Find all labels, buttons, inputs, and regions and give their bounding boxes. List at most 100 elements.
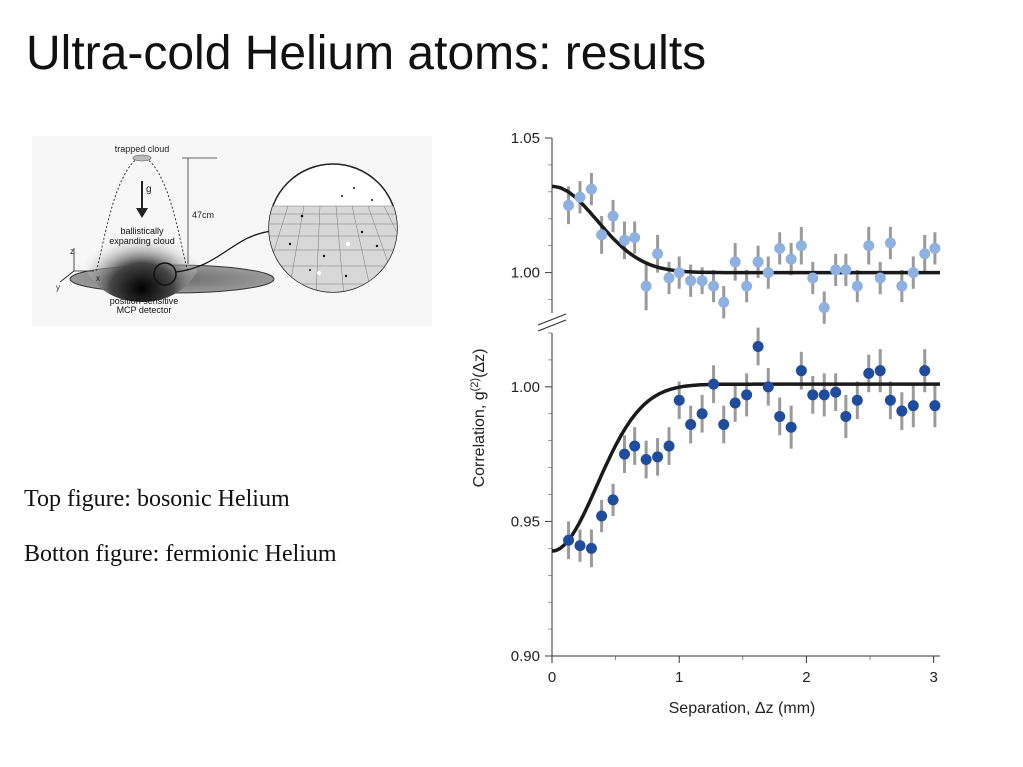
bosonic-data-point xyxy=(851,280,863,292)
axis-z-label: z xyxy=(70,247,74,256)
fermionic-data-point xyxy=(785,421,797,433)
fermionic-data-point xyxy=(574,540,586,552)
x-axis-label: Separation, Δz (mm) xyxy=(669,700,816,717)
bosonic-fit-curve xyxy=(552,184,940,275)
fall-path xyxy=(95,157,189,272)
zoom-region-circle xyxy=(153,262,177,286)
axis-y-line xyxy=(59,270,75,283)
bosonic-data-point xyxy=(729,256,741,268)
fermionic-data-point xyxy=(896,405,908,417)
fermionic-data-point xyxy=(718,419,730,431)
bosonic-ytick-label: 1.00 xyxy=(511,265,540,282)
bosonic-data-point xyxy=(652,248,664,260)
bosonic-data-point xyxy=(818,302,830,314)
fermionic-data-point xyxy=(863,367,875,379)
fermionic-ytick-label: 0.90 xyxy=(511,648,540,665)
fermionic-data-point xyxy=(629,440,641,452)
bosonic-data-point xyxy=(629,232,641,244)
detector-label-line1: position sensitive xyxy=(110,296,179,306)
fermionic-data-point xyxy=(907,400,919,412)
fermionic-data-point xyxy=(652,451,664,463)
bosonic-panel: 1.05 1.00 xyxy=(511,130,941,324)
fermionic-data-point xyxy=(807,389,819,401)
correlation-chart: 1.05 1.00 1.00 0.95 0.90 0 1 2 3 Correlation, … xyxy=(469,130,941,717)
bosonic-data-point xyxy=(563,199,575,211)
bosonic-data-point xyxy=(663,272,675,284)
bosonic-data-point xyxy=(795,240,807,252)
xtick-label: 3 xyxy=(929,669,937,686)
fermionic-data-point xyxy=(619,448,631,460)
expanding-cloud xyxy=(84,210,200,302)
gravity-label: g xyxy=(146,184,152,195)
bosonic-data-point xyxy=(830,264,842,276)
bosonic-data-point xyxy=(708,280,720,292)
bosonic-data-point xyxy=(896,280,908,292)
fermionic-data-point xyxy=(840,410,852,422)
bosonic-data-point xyxy=(929,242,941,254)
setup-diagram: trapped cloud g ballistically expanding … xyxy=(32,136,432,326)
bosonic-data-point xyxy=(774,242,786,254)
axis-break-mark xyxy=(537,313,567,332)
fermionic-data-point xyxy=(874,365,886,377)
xtick-label: 2 xyxy=(802,669,810,686)
bosonic-data-point xyxy=(585,183,597,195)
fermionic-ytick-label: 1.00 xyxy=(511,379,540,396)
axis-x-label: x xyxy=(96,274,100,283)
cloud-label-line1: ballistically xyxy=(120,226,164,236)
fermionic-data-point xyxy=(696,408,708,420)
fermionic-data-point xyxy=(752,340,764,352)
caption-fermionic: Botton figure: fermionic Helium xyxy=(24,541,337,567)
fermionic-data-point xyxy=(663,440,675,452)
trapped-cloud-icon xyxy=(132,154,152,162)
bosonic-data-point xyxy=(874,272,886,284)
bosonic-data-point xyxy=(752,256,764,268)
bosonic-data-point xyxy=(807,272,819,284)
bosonic-data-point xyxy=(785,253,797,265)
x-axis: 0 1 2 3 xyxy=(548,655,940,686)
zoom-connector xyxy=(175,230,273,273)
fermionic-fit-curve xyxy=(551,382,940,553)
bosonic-data-point xyxy=(919,248,931,260)
bosonic-data-point xyxy=(607,210,619,222)
fermionic-data-point xyxy=(830,386,842,398)
bosonic-data-point xyxy=(762,267,774,279)
fermionic-data-point xyxy=(640,454,652,466)
bosonic-data-point xyxy=(718,296,730,308)
trapped-cloud-label: trapped cloud xyxy=(115,144,170,154)
xtick-label: 0 xyxy=(548,669,556,686)
slide-title: Ultra-cold Helium atoms: results xyxy=(26,27,707,80)
fermionic-ytick-label: 0.95 xyxy=(511,513,540,530)
fermionic-data-point xyxy=(929,400,941,412)
bosonic-data-point xyxy=(696,275,708,287)
fermionic-data-point xyxy=(795,365,807,377)
bosonic-data-point xyxy=(619,234,631,246)
fermionic-panel: 1.00 0.95 0.90 xyxy=(511,327,941,665)
fermionic-data-point xyxy=(729,397,741,409)
gravity-arrowhead-icon xyxy=(136,208,148,218)
fermionic-data-point xyxy=(741,389,753,401)
bosonic-data-point xyxy=(673,267,685,279)
fermionic-data-point xyxy=(673,394,685,406)
bosonic-data-point xyxy=(596,229,608,241)
fermionic-data-point xyxy=(762,381,774,393)
fermionic-data-point xyxy=(851,394,863,406)
detector-label-line2: MCP detector xyxy=(117,305,172,315)
bosonic-data-point xyxy=(907,267,919,279)
bosonic-data-point xyxy=(574,191,586,203)
y-axis-label: Correlation, g(2)(Δz) xyxy=(469,349,488,488)
axis-y-label: y xyxy=(56,283,60,292)
fermionic-data-point xyxy=(596,510,608,522)
fermionic-data-point xyxy=(818,389,830,401)
magnified-grid xyxy=(269,187,397,292)
bosonic-data-point xyxy=(640,280,652,292)
fermionic-data-point xyxy=(607,494,619,506)
bosonic-data-point xyxy=(685,275,697,287)
bosonic-data-point xyxy=(741,280,753,292)
fermionic-data-point xyxy=(884,394,896,406)
bosonic-data-point xyxy=(884,237,896,249)
fermionic-data-point xyxy=(708,378,720,390)
fermionic-data-point xyxy=(774,410,786,422)
fermionic-data-point xyxy=(685,419,697,431)
bosonic-ytick-label: 1.05 xyxy=(511,130,540,147)
xtick-label: 1 xyxy=(675,669,683,686)
